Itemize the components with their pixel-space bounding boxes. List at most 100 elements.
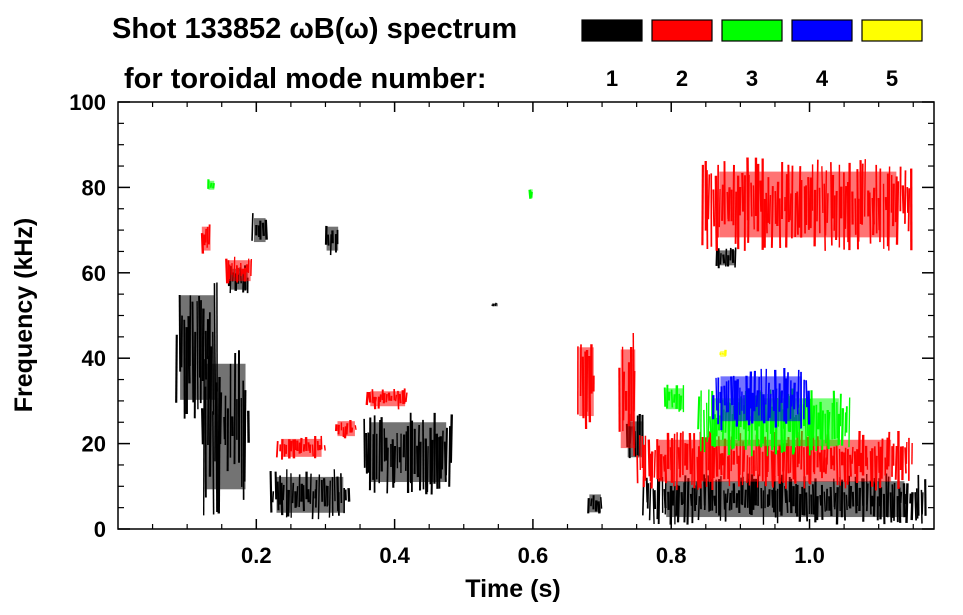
legend-label-1: 1 <box>606 66 618 91</box>
mode-1-streak <box>726 488 729 503</box>
mode-1-streak <box>676 485 681 523</box>
y-tick-label: 60 <box>82 261 106 286</box>
mode-1-streak <box>843 492 846 521</box>
mode-3-streak <box>209 182 213 188</box>
mode-1-streak <box>834 492 837 510</box>
mode-2-streak <box>715 446 719 477</box>
mode-3-streak <box>828 411 831 430</box>
mode-1-streak <box>492 303 495 307</box>
mode-1-streak <box>438 437 441 489</box>
mode-1-streak <box>819 494 822 506</box>
mode-2-streak <box>743 445 746 472</box>
mode-2-streak <box>368 391 372 403</box>
mode-1-streak <box>848 485 853 509</box>
mode-2-streak <box>835 191 838 240</box>
mode-2-streak <box>752 185 755 230</box>
mode-2-streak <box>822 449 826 473</box>
legend: 1 2 3 4 5 <box>581 19 923 91</box>
mode-1-streak <box>734 247 737 268</box>
mode-1-streak <box>445 427 448 476</box>
mode-1-streak <box>823 491 826 512</box>
legend-label-3: 3 <box>746 66 758 91</box>
mode-2-streak <box>204 228 207 243</box>
mode-2-series <box>200 157 913 491</box>
mode-2-streak <box>838 448 841 486</box>
mode-4-streak <box>772 389 775 412</box>
mode-1-streak <box>208 346 213 477</box>
mode-1-streak <box>719 476 722 521</box>
mode-2-streak <box>854 198 857 235</box>
mode-1-streak <box>333 469 336 502</box>
x-tick-label: 0.8 <box>656 543 687 568</box>
mode-1-streak <box>322 478 327 507</box>
mode-1-streak <box>494 302 497 307</box>
mode-3-streak <box>804 398 807 447</box>
mode-1-streak <box>889 492 893 523</box>
mode-3-streak <box>670 389 674 408</box>
mode-4-streak <box>767 382 770 421</box>
mode-1-streak <box>207 356 210 446</box>
legend-label-5: 5 <box>886 66 898 91</box>
mode-2-streak <box>405 392 408 403</box>
mode-2-streak <box>891 183 895 227</box>
mode-1-streak <box>264 219 268 240</box>
mode-2-streak <box>354 425 357 430</box>
legend-swatch-2 <box>651 19 713 42</box>
mode-1-streak <box>218 392 223 445</box>
legend-label-2: 2 <box>676 66 688 91</box>
mode-1-streak <box>180 315 183 368</box>
mode-1-streak <box>893 482 896 521</box>
mode-1-streak <box>302 485 305 512</box>
mode-2-streak <box>803 447 806 489</box>
mode-2-streak <box>770 186 774 248</box>
mode-1-streak <box>327 234 330 246</box>
mode-2-streak <box>816 159 819 222</box>
mode-2-streak <box>718 188 721 228</box>
mode-1-streak <box>683 475 687 523</box>
mode-2-streak <box>241 268 245 275</box>
mode-4-streak <box>769 393 772 418</box>
mode-2-streak <box>759 180 763 212</box>
mode-1-streak <box>805 492 809 522</box>
mode-1-streak <box>215 382 219 512</box>
mode-2-streak <box>894 176 898 223</box>
mode-1-streak <box>271 491 275 503</box>
mode-3-streak <box>679 395 683 411</box>
mode-2-streak <box>225 258 229 284</box>
mode-2-streak <box>791 449 795 480</box>
mode-1-streak <box>725 248 728 267</box>
mode-2-streak <box>345 423 349 435</box>
mode-4-streak <box>797 369 800 408</box>
mode-1-streak <box>708 479 712 511</box>
mode-1-streak <box>657 478 661 524</box>
mode-3-streak <box>705 402 708 442</box>
mode-1-streak <box>430 439 434 495</box>
mode-2-streak <box>835 445 839 486</box>
mode-1-streak <box>286 489 290 517</box>
mode-1-streak <box>743 489 747 508</box>
mode-1-streak <box>417 424 420 471</box>
mode-2-streak <box>793 447 797 484</box>
mode-1-streak <box>404 431 408 471</box>
mode-2-streak <box>821 166 824 213</box>
mode-1-streak <box>891 484 894 518</box>
mode-1-streak <box>719 253 722 265</box>
mode-2-streak <box>877 441 881 473</box>
mode-3-streak <box>839 393 842 427</box>
mode-1-streak <box>441 430 444 470</box>
mode-1-streak <box>309 473 312 504</box>
mode-1-streak <box>328 480 331 518</box>
mode-1-streak <box>424 438 428 495</box>
y-axis-label: Frequency (kHz) <box>10 218 38 412</box>
mode-1-streak <box>261 222 265 237</box>
mode-4-streak <box>723 385 726 406</box>
x-tick-label: 0.4 <box>379 543 410 568</box>
mode-2-streak <box>712 447 716 479</box>
mode-4-streak <box>807 390 811 425</box>
mode-2-streak <box>302 444 306 452</box>
mode-1-streak <box>175 334 178 403</box>
mode-2-streak <box>784 443 788 489</box>
mode-2-streak <box>691 448 694 485</box>
mode-1-streak <box>886 476 890 518</box>
plot-data <box>175 157 927 525</box>
